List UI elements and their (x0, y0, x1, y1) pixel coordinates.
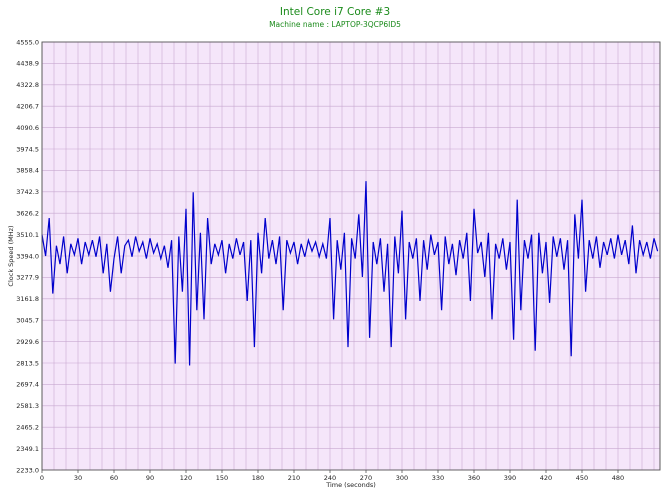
x-tick-label: 360 (468, 474, 480, 482)
y-tick-label: 2349.1 (16, 445, 39, 453)
x-tick-label: 330 (432, 474, 444, 482)
chart-subtitle: Machine name : LAPTOP-3QCP6ID5 (269, 20, 401, 29)
y-tick-label: 4555.0 (16, 38, 39, 46)
y-tick-label: 3626.2 (16, 210, 39, 218)
x-tick-label: 390 (504, 474, 516, 482)
x-tick-label: 240 (324, 474, 336, 482)
y-axis-label: Clock Speed (MHz) (7, 225, 15, 286)
y-tick-label: 2465.2 (16, 424, 39, 432)
x-tick-label: 90 (146, 474, 154, 482)
x-axis-ticks: 0 30 60 90 120 150 180 210 240 270 300 330 360 390 420… (40, 470, 624, 482)
y-tick-label: 3277.9 (16, 274, 39, 282)
y-tick-label: 4322.8 (16, 81, 39, 89)
y-tick-label: 2929.6 (16, 338, 39, 346)
x-tick-label: 420 (540, 474, 552, 482)
y-tick-label: 2697.4 (16, 381, 39, 389)
x-tick-label: 450 (576, 474, 588, 482)
x-tick-label: 210 (288, 474, 300, 482)
y-tick-label: 4206.7 (16, 103, 39, 111)
x-tick-label: 270 (360, 474, 372, 482)
y-axis-ticks: 2233.0 2349.1 2465.2 2581.3 2697.4 2813.5 2929… (16, 38, 39, 474)
x-tick-label: 30 (74, 474, 82, 482)
y-tick-label: 4090.6 (16, 124, 39, 132)
x-tick-label: 300 (396, 474, 408, 482)
y-tick-label: 3045.7 (16, 317, 39, 325)
series-line (41, 181, 659, 366)
y-tick-label: 2581.3 (16, 402, 39, 410)
x-tick-label: 60 (110, 474, 118, 482)
y-tick-label: 3858.4 (16, 167, 39, 175)
x-tick-label: 480 (612, 474, 624, 482)
x-tick-label: 150 (216, 474, 228, 482)
x-tick-label: 180 (252, 474, 264, 482)
y-tick-label: 4438.9 (16, 60, 39, 68)
chart-title: Intel Core i7 Core #3 (280, 6, 390, 18)
y-tick-label: 3394.0 (16, 252, 39, 260)
y-tick-label: 3742.3 (16, 188, 39, 196)
y-tick-label: 2813.5 (16, 359, 39, 367)
y-tick-label: 3161.8 (16, 295, 39, 303)
y-tick-label: 2233.0 (16, 466, 39, 474)
y-tick-label: 3974.5 (16, 145, 39, 153)
y-tick-label: 3510.1 (16, 231, 39, 239)
x-tick-label: 0 (40, 474, 44, 482)
x-axis-label: Time (seconds) (325, 481, 376, 489)
x-tick-label: 120 (180, 474, 192, 482)
plot-border (41, 41, 661, 471)
